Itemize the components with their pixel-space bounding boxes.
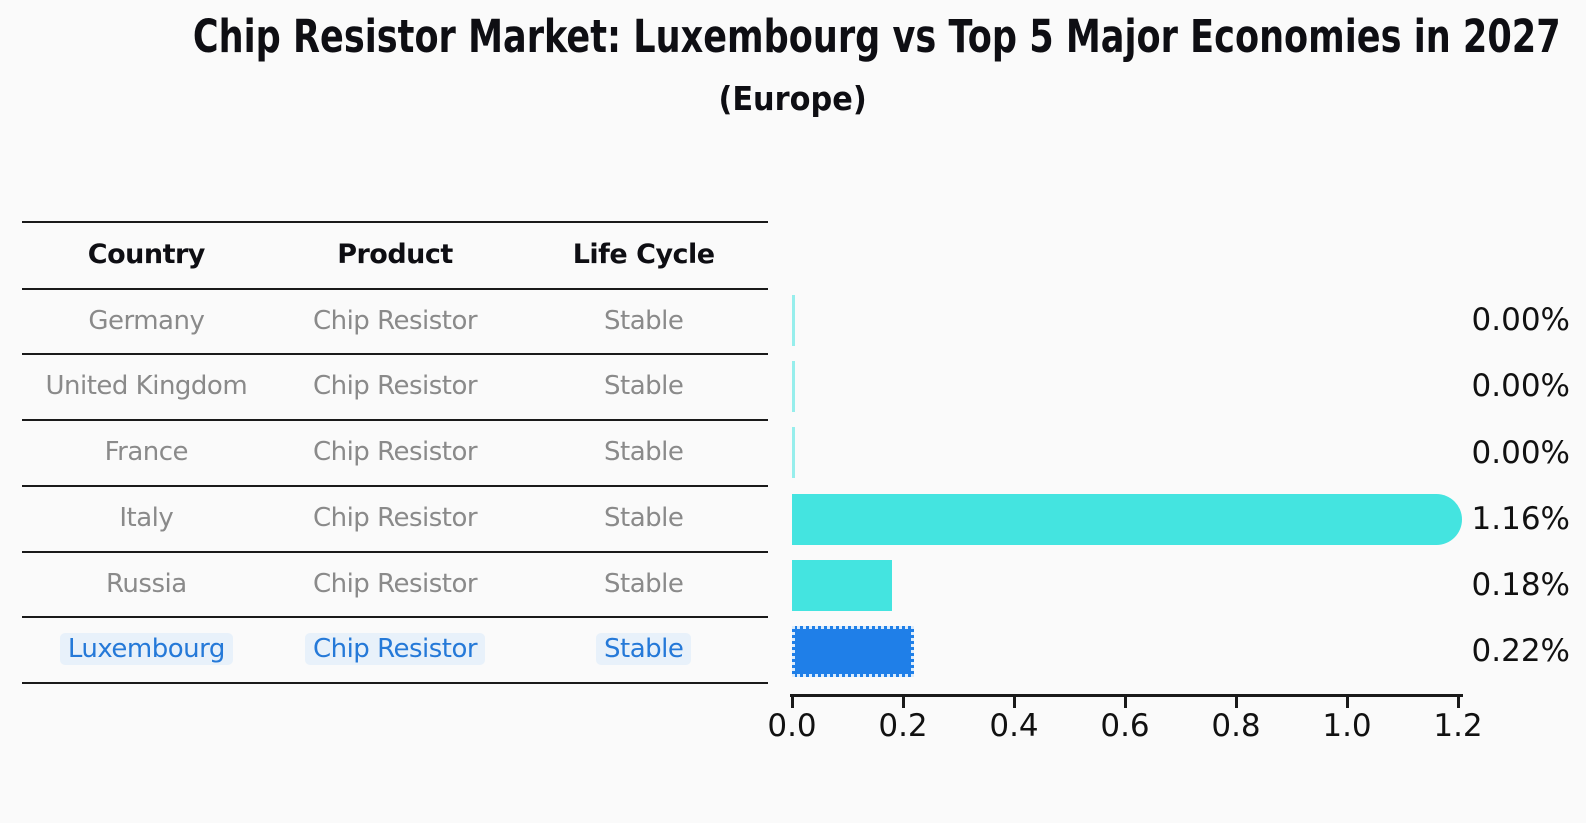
chart-subtitle-wrap: (Europe) (0, 79, 1586, 118)
bar-value-label: 0.00% (1471, 435, 1570, 471)
cell-product: Chip Resistor (271, 618, 520, 682)
bar-united-kingdom (792, 361, 795, 412)
bar-russia (792, 560, 892, 611)
bar-france (792, 427, 795, 478)
cell-life-cycle: Stable (604, 305, 684, 336)
header-cell-life-cycle: Life Cycle (572, 239, 715, 270)
bar-germany (792, 295, 795, 346)
x-axis-tick (1235, 697, 1238, 708)
table-row-germany: Germany Chip Resistor Stable (22, 290, 768, 356)
x-axis-tick-label: 0.4 (989, 708, 1039, 744)
data-table: Country Product Life Cycle Germany Chip … (22, 221, 768, 685)
header-cell-country: Country (87, 239, 206, 270)
cell-country: France (104, 437, 189, 468)
cell-country: Italy (119, 502, 174, 533)
table-row-united-kingdom: United Kingdom Chip Resistor Stable (22, 355, 768, 422)
x-axis-tick (1124, 697, 1127, 708)
cell-product: Chip Resistor (312, 568, 478, 599)
cell-country: Germany (88, 305, 205, 336)
x-axis-tick (1346, 697, 1349, 708)
page-title: Chip Resistor Market: Luxembourg vs Top … (0, 10, 1586, 63)
table-row-russia: Russia Chip Resistor Stable (22, 553, 768, 619)
bar-italy (792, 494, 1462, 545)
x-axis-tick (791, 697, 794, 708)
chart-title: Chip Resistor Market: Luxembourg vs Top … (192, 10, 1561, 63)
cell-product: Chip Resistor (312, 502, 478, 533)
table-row-luxembourg: Luxembourg Chip Resistor Stable (22, 618, 768, 685)
bar-value-label: 0.00% (1471, 302, 1570, 338)
x-axis-tick-label: 1.0 (1322, 708, 1372, 744)
cell-life-cycle: Stable (519, 618, 768, 682)
cell-life-cycle: Stable (604, 502, 684, 533)
x-axis-tick-label: 0.6 (1100, 708, 1150, 744)
table-row-france: France Chip Resistor Stable (22, 421, 768, 487)
x-axis-tick (1457, 697, 1460, 708)
cell-life-cycle: Stable (604, 568, 684, 599)
x-axis-line (790, 694, 1463, 697)
x-axis-tick-label: 0.8 (1211, 708, 1261, 744)
x-axis-tick-label: 0.0 (767, 708, 817, 744)
cell-life-cycle: Stable (604, 371, 684, 402)
cell-product: Chip Resistor (312, 437, 478, 468)
bar-value-label: 0.00% (1471, 368, 1570, 404)
cell-product: Chip Resistor (312, 371, 478, 402)
cell-life-cycle: Stable (604, 437, 684, 468)
cell-country: United Kingdom (45, 371, 248, 402)
bar-value-label: 0.18% (1471, 567, 1570, 603)
chart-subtitle: (Europe) (718, 79, 868, 118)
cell-country: Russia (106, 568, 187, 599)
x-axis-tick (1013, 697, 1016, 708)
bar-value-label: 1.16% (1471, 501, 1570, 537)
x-axis-tick-label: 1.2 (1433, 708, 1483, 744)
table-row-italy: Italy Chip Resistor Stable (22, 487, 768, 553)
x-axis-tick (902, 697, 905, 708)
table-header-row: Country Product Life Cycle (22, 221, 768, 290)
header-cell-product: Product (337, 239, 453, 270)
x-axis-tick-label: 0.2 (878, 708, 928, 744)
bar-value-label: 0.22% (1471, 633, 1570, 669)
cell-country: Luxembourg (22, 618, 271, 682)
cell-product: Chip Resistor (312, 305, 478, 336)
bar-luxembourg (792, 626, 915, 677)
